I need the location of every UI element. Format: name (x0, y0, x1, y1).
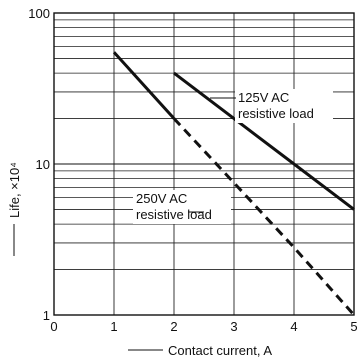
x-axis-label: Contact current, A (168, 343, 272, 358)
axis-labels: Contact current, A Life, ×10⁴ (7, 162, 272, 358)
x-tick-label: 1 (110, 319, 117, 334)
annotation-250v-line1: 250V AC (136, 191, 187, 206)
annotation-125v-line1: 125V AC (238, 90, 289, 105)
y-tick-label: 1 (43, 308, 50, 323)
annotation-125v-bg (235, 89, 333, 123)
x-tick-label: 3 (230, 319, 237, 334)
x-tick-label: 2 (170, 319, 177, 334)
plot-frame (53, 12, 355, 316)
y-tick-label: 100 (28, 6, 50, 21)
series-line-125v (173, 71, 355, 211)
series (112, 51, 356, 316)
annotation-125v-line2: resistive load (238, 106, 314, 121)
grid (53, 12, 355, 316)
x-tick-label: 4 (290, 319, 297, 334)
x-tick-label: 0 (50, 319, 57, 334)
annotation-250v-bg (133, 190, 231, 224)
x-tick-label: 5 (350, 319, 357, 334)
annotation-250v-line2: resistive load (136, 207, 212, 222)
y-axis-label: Life, ×10⁴ (7, 162, 22, 218)
series-line-250v-solid (112, 51, 176, 120)
y-tick-label: 10 (36, 157, 50, 172)
